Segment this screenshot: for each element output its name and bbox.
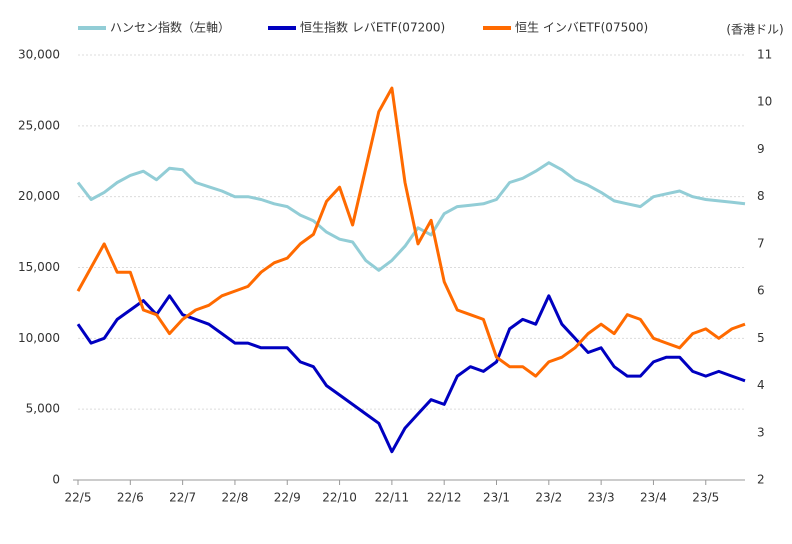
x-tick-label: 22/10	[322, 491, 357, 505]
y2-tick-label: 8	[757, 189, 765, 203]
y2-tick-label: 9	[757, 142, 765, 156]
series-line	[76, 294, 746, 454]
y-tick-label: 10,000	[18, 331, 60, 345]
x-tick-label: 23/4	[640, 491, 667, 505]
x-tick-label: 22/9	[274, 491, 301, 505]
y2-tick-label: 5	[757, 331, 765, 345]
legend-label: ハンセン指数（左軸）	[110, 20, 230, 35]
y2-tick-label: 7	[757, 236, 765, 250]
y-tick-label: 20,000	[18, 189, 60, 203]
x-tick-label: 22/6	[117, 491, 144, 505]
y2-tick-label: 11	[757, 48, 772, 62]
y2-tick-label: 6	[757, 284, 765, 298]
x-tick-label: 22/5	[65, 491, 92, 505]
y-tick-label: 15,000	[18, 260, 60, 274]
x-tick-label: 22/11	[375, 491, 410, 505]
x-tick-label: 23/3	[588, 491, 615, 505]
y2-tick-label: 3	[757, 425, 765, 439]
y2-tick-label: 10	[757, 95, 772, 109]
y-tick-label: 0	[52, 473, 60, 487]
series-line	[76, 86, 746, 378]
x-tick-label: 22/8	[221, 491, 248, 505]
y2-tick-label: 2	[757, 473, 765, 487]
x-tick-label: 23/2	[535, 491, 562, 505]
x-tick-label: 22/7	[169, 491, 196, 505]
x-tick-label: 23/5	[692, 491, 719, 505]
y-tick-label: 25,000	[18, 118, 60, 132]
y2-tick-label: 4	[757, 378, 765, 392]
series-line	[76, 161, 746, 272]
legend-label: 恒生指数 レバETF(07200)	[300, 20, 445, 35]
y2-axis-label: (香港ドル)	[726, 23, 783, 37]
legend-label: 恒生 インバETF(07500)	[515, 21, 648, 35]
x-tick-label: 23/1	[483, 491, 510, 505]
x-tick-label: 22/12	[427, 491, 462, 505]
y-tick-label: 30,000	[18, 48, 60, 62]
y-tick-label: 5,000	[26, 402, 60, 416]
